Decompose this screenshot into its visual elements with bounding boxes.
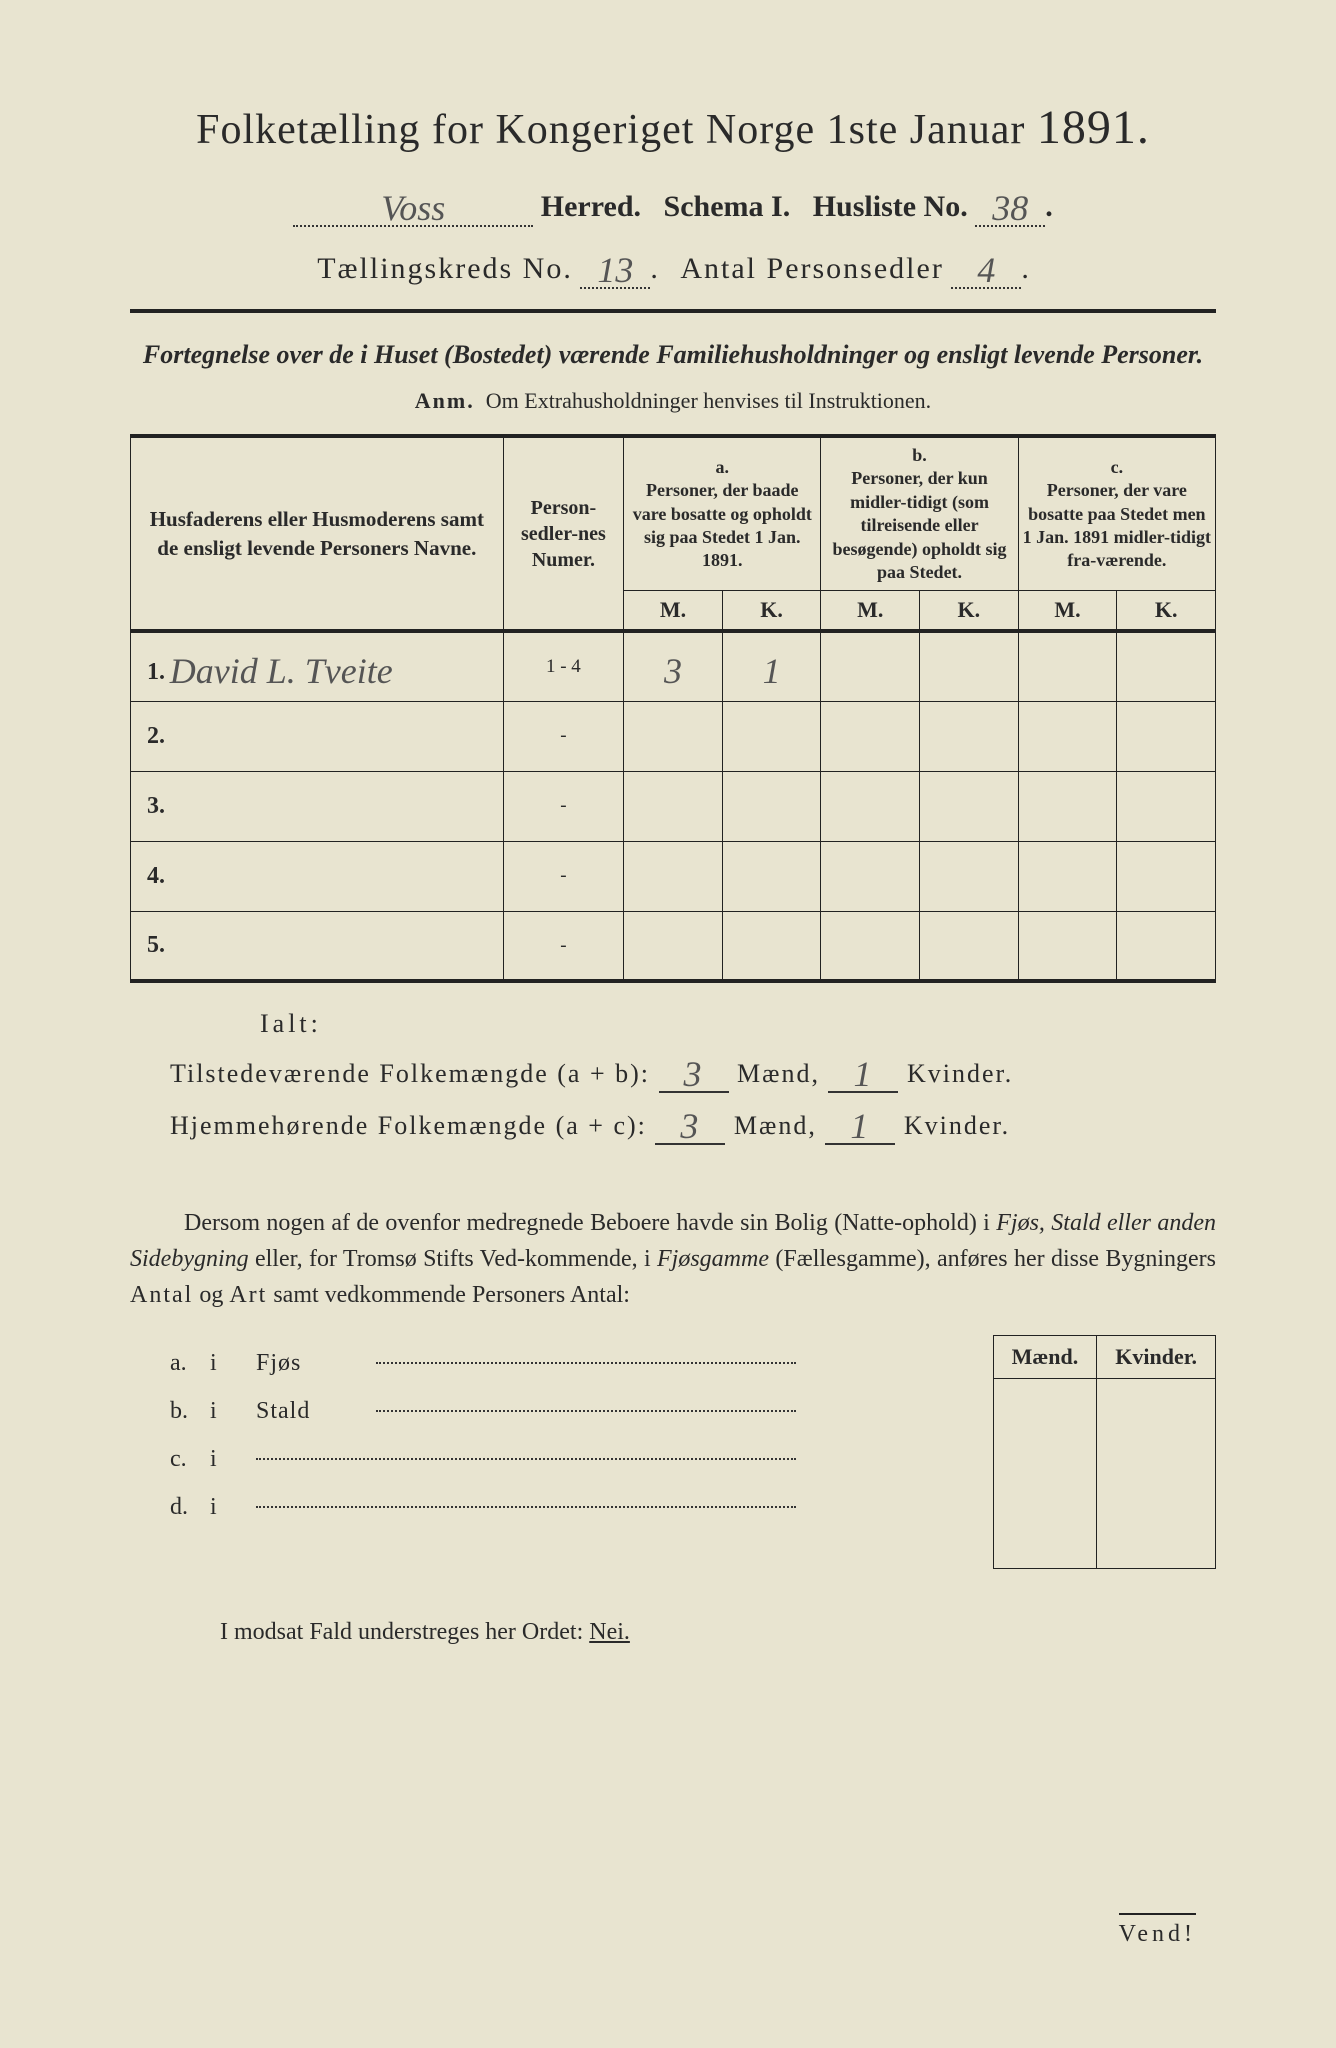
totals-line-1: Tilstedeværende Folkemængde (a + b): 3 M…	[170, 1049, 1216, 1093]
census-table: Husfaderens eller Husmoderens samt de en…	[130, 434, 1216, 983]
totals-line-2: Hjemmehørende Folkemængde (a + c): 3 Mæn…	[170, 1101, 1216, 1145]
row1-numer: 1 - 4	[503, 631, 624, 701]
antal-value: 4	[977, 250, 995, 290]
husliste-label: Husliste No.	[813, 190, 968, 223]
table-row: 5. -	[131, 911, 1216, 981]
nei-word: Nei.	[589, 1619, 630, 1645]
col-header-a: a.Personer, der baade vare bosatte og op…	[624, 436, 821, 591]
kreds-label: Tællingskreds No.	[317, 252, 573, 285]
ialt-label: Ialt:	[260, 1009, 1216, 1039]
subtitle: Fortegnelse over de i Huset (Bostedet) v…	[130, 337, 1216, 372]
col-header-b: b.Personer, der kun midler-tidigt (som t…	[821, 436, 1018, 591]
col-c-k: K.	[1117, 591, 1216, 632]
title-text: Folketælling for Kongeriget Norge 1ste J…	[196, 107, 1025, 153]
anm-label: Anm.	[415, 388, 475, 413]
col-b-m: M.	[821, 591, 920, 632]
col-a-k: K.	[722, 591, 821, 632]
row1-name: David L. Tveite	[170, 651, 393, 691]
total-ab-m: 3	[684, 1054, 704, 1094]
table-row: 1. David L. Tveite 1 - 4 3 1	[131, 631, 1216, 701]
col-header-names: Husfaderens eller Husmoderens samt de en…	[131, 436, 504, 631]
col-b-k: K.	[920, 591, 1019, 632]
herred-value: Voss	[381, 188, 445, 228]
box-maend: Mænd.	[993, 1336, 1097, 1379]
header-line-2: Tællingskreds No. 13. Antal Personsedler…	[130, 245, 1216, 289]
modsat-line: I modsat Fald understreges her Ordet: Ne…	[220, 1619, 1216, 1646]
header-line-1: Voss Herred. Schema I. Husliste No. 38.	[130, 183, 1216, 227]
col-header-numer: Person-sedler-nes Numer.	[503, 436, 624, 631]
row1-am: 3	[664, 651, 682, 691]
col-c-m: M.	[1018, 591, 1117, 632]
col-header-c: c.Personer, der vare bosatte paa Stedet …	[1018, 436, 1215, 591]
col-a-m: M.	[624, 591, 723, 632]
schema-label: Schema I.	[664, 190, 791, 223]
husliste-value: 38	[992, 188, 1028, 228]
page-title: Folketælling for Kongeriget Norge 1ste J…	[130, 100, 1216, 155]
kreds-value: 13	[597, 250, 633, 290]
divider	[130, 309, 1216, 313]
total-ac-m: 3	[680, 1106, 700, 1146]
anm-text: Om Extrahusholdninger henvises til Instr…	[486, 388, 931, 413]
table-row: 3. -	[131, 771, 1216, 841]
maend-kvinder-box: Mænd. Kvinder.	[993, 1335, 1216, 1569]
table-row: 4. -	[131, 841, 1216, 911]
table-row: 2. -	[131, 701, 1216, 771]
vend-label: Vend!	[1119, 1913, 1196, 1948]
total-ac-k: 1	[850, 1106, 870, 1146]
title-year: 1891.	[1037, 101, 1150, 154]
row1-ak: 1	[763, 651, 781, 691]
anm-line: Anm. Om Extrahusholdninger henvises til …	[130, 388, 1216, 414]
antal-label: Antal Personsedler	[680, 252, 943, 285]
total-ab-k: 1	[853, 1054, 873, 1094]
box-kvinder: Kvinder.	[1097, 1336, 1216, 1379]
herred-label: Herred.	[541, 190, 641, 223]
note-paragraph: Dersom nogen af de ovenfor medregnede Be…	[130, 1205, 1216, 1313]
